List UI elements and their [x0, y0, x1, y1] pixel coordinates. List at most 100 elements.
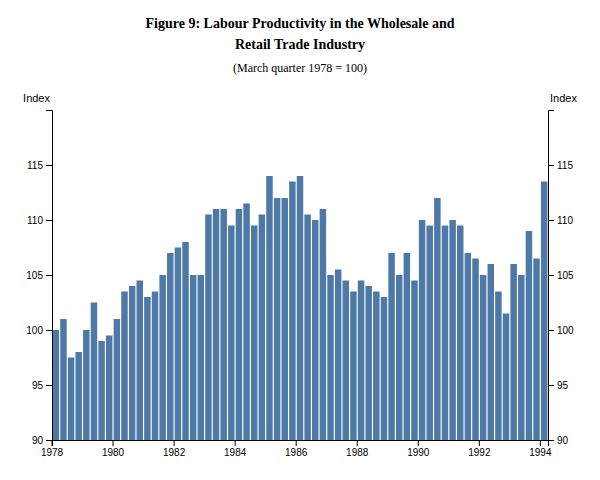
bar — [388, 253, 394, 440]
bar — [182, 242, 188, 440]
tick-mark — [46, 330, 52, 331]
bar — [243, 204, 249, 441]
tick-label: 1982 — [163, 447, 186, 458]
tick-mark — [548, 385, 554, 386]
bar — [426, 226, 432, 441]
bar — [381, 297, 387, 440]
bar — [68, 358, 74, 441]
axis-line — [549, 111, 555, 441]
bar — [396, 275, 402, 440]
tick-mark — [418, 440, 419, 446]
tick-label: 100 — [557, 325, 574, 336]
bar — [335, 270, 341, 441]
tick-mark — [46, 165, 52, 166]
bar — [129, 286, 135, 440]
bar — [198, 275, 204, 440]
bar — [259, 215, 265, 441]
tick-mark — [46, 275, 52, 276]
bar — [190, 275, 196, 440]
tick-label: 95 — [557, 380, 569, 391]
tick-mark — [46, 440, 52, 441]
tick-label: 1992 — [468, 447, 491, 458]
bar — [167, 253, 173, 440]
bar — [304, 215, 310, 441]
y-tick: 95 — [32, 380, 52, 391]
bar — [159, 275, 165, 440]
bar — [106, 336, 112, 441]
tick-label: 110 — [27, 215, 43, 226]
bar — [83, 330, 89, 440]
bar — [404, 253, 410, 440]
bar — [213, 209, 219, 440]
bar — [419, 220, 425, 440]
bar — [220, 209, 226, 440]
tick-mark — [548, 440, 554, 441]
bar — [289, 182, 295, 441]
y2-tick: 95 — [548, 380, 569, 391]
tick-mark — [357, 440, 358, 446]
x-axis: 1978 1980 1982 1984 1986 1988 1990 1992 1994 — [41, 440, 552, 458]
x-tick: 1984 — [224, 440, 247, 458]
bar — [98, 341, 104, 440]
y-tick: 115 — [27, 160, 52, 171]
y-axis-label: Index — [23, 92, 50, 104]
bar — [518, 275, 524, 440]
bar — [495, 292, 501, 441]
bar — [327, 275, 333, 440]
axis-line — [46, 111, 53, 441]
tick-mark — [46, 385, 52, 386]
bar — [365, 286, 371, 440]
tick-mark — [46, 220, 52, 221]
bar — [251, 226, 257, 441]
y2-tick: 110 — [548, 215, 573, 226]
x-tick: 1978 — [41, 440, 64, 458]
x-tick: 1990 — [407, 440, 430, 458]
axis-line — [53, 441, 549, 447]
bar — [281, 198, 287, 440]
bar — [449, 220, 455, 440]
tick-label: 1978 — [41, 447, 64, 458]
tick-label: 1994 — [529, 447, 552, 458]
subtitle: (March quarter 1978 = 100) — [233, 61, 367, 75]
bar — [350, 292, 356, 441]
x-tick: 1992 — [468, 440, 491, 458]
y2-axis-label: Index — [550, 92, 577, 104]
bar — [488, 264, 494, 440]
tick-label: 105 — [26, 270, 43, 281]
bar — [526, 231, 532, 440]
bar — [503, 314, 509, 441]
bar — [320, 209, 326, 440]
tick-label: 1980 — [102, 447, 125, 458]
bar — [411, 281, 417, 441]
x-tick: 1988 — [346, 440, 369, 458]
bar — [312, 220, 318, 440]
bar — [533, 259, 539, 441]
bar — [236, 209, 242, 440]
tick-label: 95 — [32, 380, 44, 391]
bar — [144, 297, 150, 440]
tick-label: 90 — [32, 435, 44, 446]
tick-label: 105 — [557, 270, 574, 281]
tick-mark — [479, 440, 480, 446]
tick-label: 100 — [26, 325, 43, 336]
tick-mark — [235, 440, 236, 446]
bar — [358, 281, 364, 441]
bar — [152, 292, 158, 441]
tick-label: 1984 — [224, 447, 247, 458]
bar — [91, 303, 97, 441]
bar — [465, 253, 471, 440]
bar — [297, 176, 303, 440]
x-tick: 1994 — [529, 440, 552, 458]
bar — [121, 292, 127, 441]
bar — [510, 264, 516, 440]
bar — [205, 215, 211, 441]
bar — [457, 226, 463, 441]
y-tick: 90 — [32, 435, 52, 446]
bar — [114, 319, 120, 440]
bar — [434, 198, 440, 440]
title: Retail Trade Industry — [235, 37, 365, 52]
bar — [75, 352, 81, 440]
tick-label: 1986 — [285, 447, 308, 458]
title: Figure 9: Labour Productivity in the Who… — [146, 16, 455, 31]
bar — [175, 248, 181, 441]
